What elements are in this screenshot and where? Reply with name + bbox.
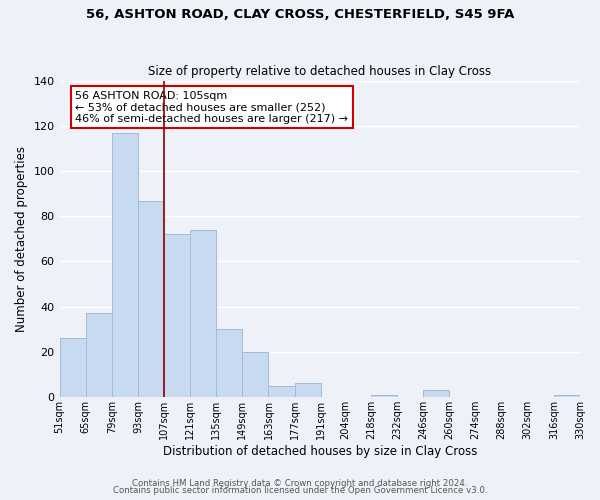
Bar	[216, 329, 242, 397]
Bar	[554, 394, 580, 397]
Y-axis label: Number of detached properties: Number of detached properties	[15, 146, 28, 332]
Bar	[268, 386, 295, 397]
Text: 56 ASHTON ROAD: 105sqm
← 53% of detached houses are smaller (252)
46% of semi-de: 56 ASHTON ROAD: 105sqm ← 53% of detached…	[75, 90, 348, 124]
Bar	[371, 394, 397, 397]
Text: Contains HM Land Registry data © Crown copyright and database right 2024.: Contains HM Land Registry data © Crown c…	[132, 478, 468, 488]
Bar	[242, 352, 268, 397]
X-axis label: Distribution of detached houses by size in Clay Cross: Distribution of detached houses by size …	[163, 444, 477, 458]
Bar	[86, 314, 112, 397]
Title: Size of property relative to detached houses in Clay Cross: Size of property relative to detached ho…	[148, 66, 491, 78]
Bar	[59, 338, 86, 397]
Bar	[112, 133, 138, 397]
Text: Contains public sector information licensed under the Open Government Licence v3: Contains public sector information licen…	[113, 486, 487, 495]
Bar	[295, 384, 321, 397]
Bar	[138, 200, 164, 397]
Bar	[424, 390, 449, 397]
Bar	[164, 234, 190, 397]
Text: 56, ASHTON ROAD, CLAY CROSS, CHESTERFIELD, S45 9FA: 56, ASHTON ROAD, CLAY CROSS, CHESTERFIEL…	[86, 8, 514, 20]
Bar	[190, 230, 216, 397]
